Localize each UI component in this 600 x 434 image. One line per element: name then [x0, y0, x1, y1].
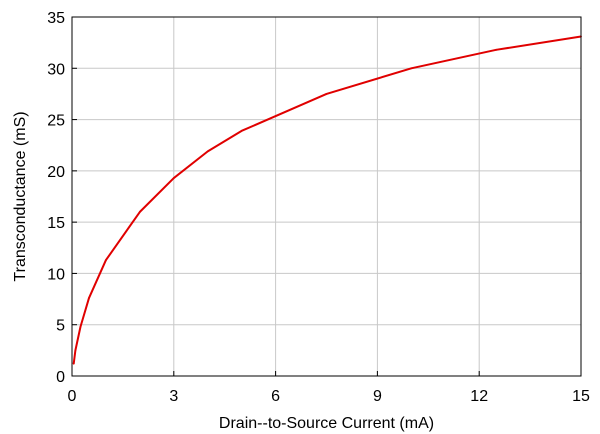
y-tick-label: 0 — [56, 369, 65, 386]
y-tick-label: 15 — [47, 215, 65, 232]
x-tick-label: 9 — [373, 388, 382, 405]
y-tick-label: 30 — [47, 61, 65, 78]
y-tick-label: 25 — [47, 113, 65, 130]
data-point — [325, 93, 328, 95]
data-point — [410, 67, 413, 70]
data-point — [88, 297, 90, 299]
x-axis-label: Drain--to-Source Current (mA) — [219, 415, 434, 432]
data-point — [72, 362, 75, 365]
data-point — [138, 210, 141, 213]
x-tick-label: 0 — [68, 388, 77, 405]
x-tick-label: 15 — [572, 388, 590, 405]
y-tick-label: 20 — [47, 164, 65, 181]
plot-frame — [71, 16, 582, 377]
data-point — [240, 129, 243, 132]
data-point — [495, 48, 498, 51]
x-tick-label: 12 — [470, 388, 488, 405]
y-tick-label: 10 — [47, 266, 65, 283]
series-layer — [72, 35, 582, 365]
x-tick-label: 6 — [271, 388, 280, 405]
data-point — [206, 150, 209, 153]
data-point — [105, 259, 107, 261]
tick-labels: 0 3 6 9 12 15 0 5 10 15 20 25 30 35 — [47, 10, 590, 405]
y-axis-label: Transconductance (mS) — [12, 111, 29, 281]
data-point — [172, 177, 175, 179]
data-point — [79, 325, 82, 328]
data-point — [74, 349, 77, 352]
x-tick-label: 3 — [169, 388, 178, 405]
grid — [72, 17, 581, 376]
y-tick-label: 5 — [56, 318, 65, 335]
y-tick-label: 35 — [47, 10, 65, 27]
